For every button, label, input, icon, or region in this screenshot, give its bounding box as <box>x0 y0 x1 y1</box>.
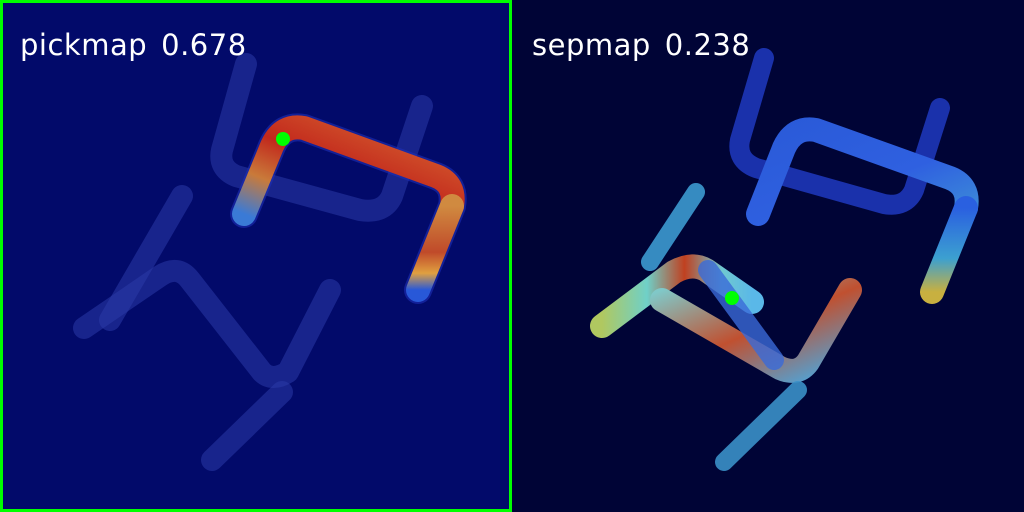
sepmap-bent-shape-b <box>650 278 862 383</box>
pickmap-name: pickmap <box>20 28 148 62</box>
sepmap-bracket-shape <box>746 117 979 226</box>
sepmap-bottom-rod-shape <box>715 381 807 471</box>
pickmap-label: pickmap 0.678 <box>20 28 247 62</box>
background-bent-shape <box>73 259 341 388</box>
sepmap-hook-shape <box>729 48 950 215</box>
sepmap-objects <box>590 48 979 471</box>
sepmap-score: 0.238 <box>664 28 751 62</box>
sepmap-panel[interactable]: sepmap 0.238 <box>512 0 1024 512</box>
sepmap-left-rod-shape <box>641 183 705 271</box>
sepmap-sep-point-marker <box>725 291 739 305</box>
sepmap-heatmap-image <box>512 0 1024 512</box>
sepmap-bracket-leg-shape <box>920 196 978 304</box>
pickmap-background-objects <box>73 53 433 471</box>
sepmap-cross-shape <box>698 260 784 370</box>
background-hook-shape <box>210 53 433 222</box>
pickmap-score: 0.678 <box>161 28 247 62</box>
pickmap-panel[interactable]: pickmap 0.678 <box>0 0 512 512</box>
sepmap-label: sepmap 0.238 <box>532 28 750 62</box>
pickmap-heatmap-image <box>0 0 512 512</box>
background-short-rod-shape <box>201 381 293 471</box>
pickmap-pick-point-marker <box>276 132 290 146</box>
sepmap-name: sepmap <box>532 28 651 62</box>
